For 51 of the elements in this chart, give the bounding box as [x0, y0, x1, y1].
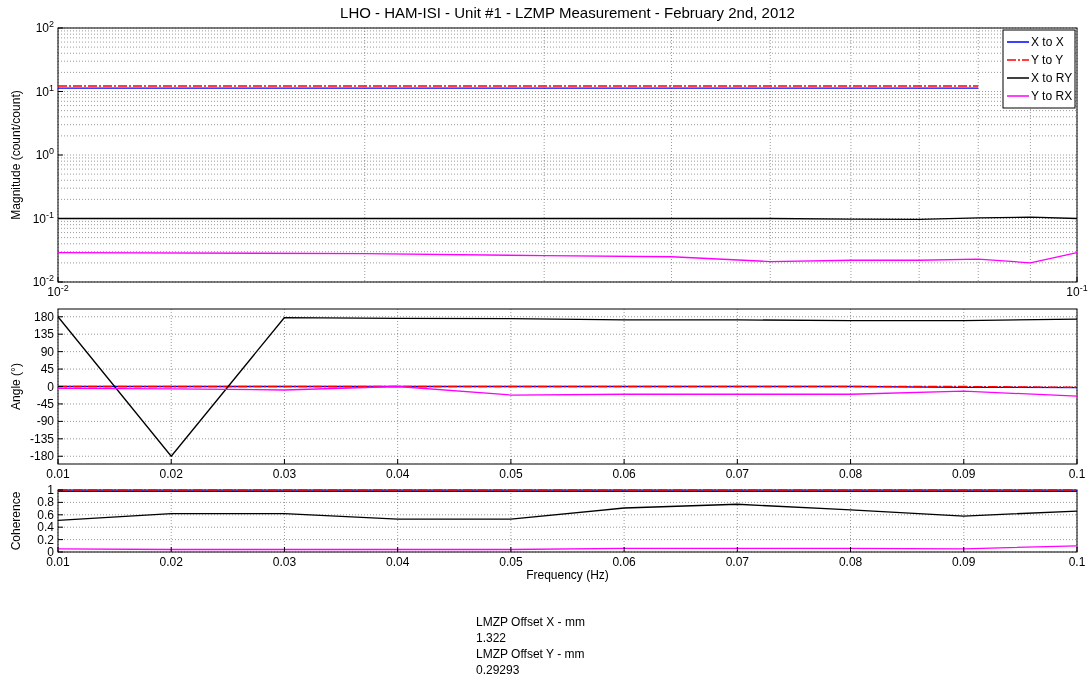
y-tick-label: 0: [47, 379, 55, 394]
x-axis-title: Frequency (Hz): [526, 568, 609, 582]
x-tick-label: 0.04: [385, 467, 410, 481]
y-tick-label: 180: [33, 309, 55, 324]
y-tick-label: 0.2: [37, 532, 55, 547]
legend-label: Y to Y: [1031, 53, 1064, 67]
y-tick-label: -90: [36, 414, 55, 429]
x-tick-label: 0.05: [499, 467, 523, 481]
x-tick-label: 0.09: [952, 467, 976, 481]
y-axis-title: Angle (°): [9, 363, 23, 410]
x-tick-label: 0.04: [385, 555, 410, 569]
y-tick-label: 10$^{1}$: [35, 82, 54, 99]
y-tick-label: 0.8: [37, 495, 55, 510]
y-tick-label: 0.6: [37, 507, 55, 522]
y-tick-label: 1: [47, 483, 55, 497]
text: LMZP Offset X - mm: [476, 615, 585, 629]
x-tick-label: 0.02: [159, 467, 184, 481]
y-tick-label: 0.4: [37, 520, 55, 535]
y-tick-label: -45: [36, 396, 55, 411]
y-axis-title: Coherence: [9, 491, 23, 551]
text: LMZP Offset Y - mm: [476, 647, 585, 661]
x-tick-label: 0.01: [46, 467, 70, 481]
x-tick-label: 0.08: [838, 467, 863, 481]
chart-title: LHO - HAM-ISI - Unit #1 - LZMP Measurement - February 2nd, 2012: [340, 4, 795, 21]
x-tick-label: 0.07: [725, 467, 750, 481]
x-tick-label: 0.03: [272, 467, 297, 481]
text: 1.322: [476, 631, 507, 645]
x-tick-label: 0.06: [612, 467, 637, 481]
y-axis-title: Magnitude (count/count): [9, 90, 23, 220]
x-tick-label: 0.02: [159, 555, 184, 569]
line-series: [57, 385, 1078, 397]
y-tick-label: 10$^{2}$: [35, 19, 54, 35]
x-tick-label: 0.1: [1068, 555, 1086, 569]
x-tick-label: 0.03: [272, 555, 297, 569]
text: 0.29293: [476, 663, 520, 677]
x-tick-label: 0.05: [499, 555, 523, 569]
y-tick-label: 135: [33, 327, 55, 342]
legend-label: X to X: [1031, 35, 1064, 49]
y-tick-label: 45: [40, 362, 55, 377]
y-tick-label: 10$^{0}$: [35, 146, 54, 162]
x-tick-label: 0.07: [725, 555, 750, 569]
y-tick-label: 90: [40, 344, 55, 359]
x-tick-label: 0.1: [1068, 467, 1086, 481]
y-tick-label: -180: [29, 449, 55, 464]
legend-label: Y to RX: [1031, 89, 1073, 103]
x-tick-label: 0.06: [612, 555, 637, 569]
y-tick-label: 10$^{-1}$: [32, 209, 54, 226]
legend-label: X to RY: [1031, 71, 1073, 85]
x-tick-label: 0.09: [952, 555, 976, 569]
x-tick-label: 0.08: [838, 555, 863, 569]
y-tick-label: -135: [29, 431, 55, 446]
